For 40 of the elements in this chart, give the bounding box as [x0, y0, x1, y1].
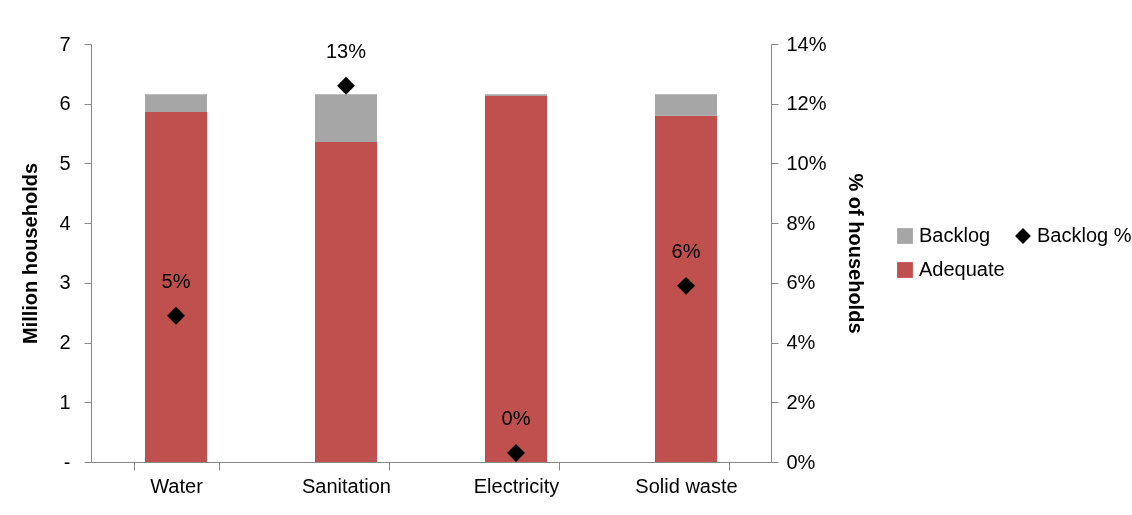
y-tick-label: 1	[59, 390, 71, 413]
bar	[655, 94, 717, 116]
y-axis-title: Million households	[19, 162, 42, 345]
y2-tick-label: 2%	[786, 390, 816, 413]
y2-tick-label: 8%	[786, 211, 816, 234]
data-label: 0%	[501, 407, 531, 430]
point	[507, 444, 525, 462]
x-tick-label: Electricity	[473, 474, 560, 497]
y-tick-label: 2	[59, 331, 71, 354]
bar	[655, 115, 717, 462]
bar	[145, 112, 207, 462]
legend-label: Adequate	[919, 258, 1005, 280]
y-tick-label: 6	[59, 92, 71, 115]
y2-tick-label: 0%	[786, 450, 816, 473]
data-label: 6%	[671, 239, 701, 262]
y-tick-label: 7	[59, 32, 71, 55]
y-tick-label: -	[63, 450, 71, 473]
bar	[315, 94, 377, 142]
x-tick-label: Water	[150, 474, 204, 497]
legend-label: Backlog %	[1037, 224, 1132, 246]
point	[677, 276, 695, 295]
x-tick-label: Sanitation	[302, 474, 391, 497]
y2-tick-label: 12%	[786, 92, 827, 115]
y2-axis-title: % of households	[844, 173, 867, 334]
point	[337, 76, 355, 95]
data-label: 5%	[161, 269, 191, 292]
y-tick-label: 3	[59, 271, 71, 294]
bar	[145, 94, 207, 113]
x-tick-label: Solid waste	[635, 474, 738, 497]
y2-tick-label: 14%	[786, 32, 827, 55]
point	[167, 306, 185, 325]
y2-tick-label: 6%	[786, 271, 816, 294]
y2-tick-label: 10%	[786, 151, 827, 174]
bar	[315, 141, 377, 462]
y-tick-label: 4	[59, 211, 71, 234]
bar	[485, 95, 547, 462]
y-tick-label: 5	[59, 151, 71, 174]
legend-label: Backlog	[919, 224, 991, 246]
data-label: 13%	[325, 39, 367, 62]
y2-tick-label: 4%	[786, 331, 816, 354]
